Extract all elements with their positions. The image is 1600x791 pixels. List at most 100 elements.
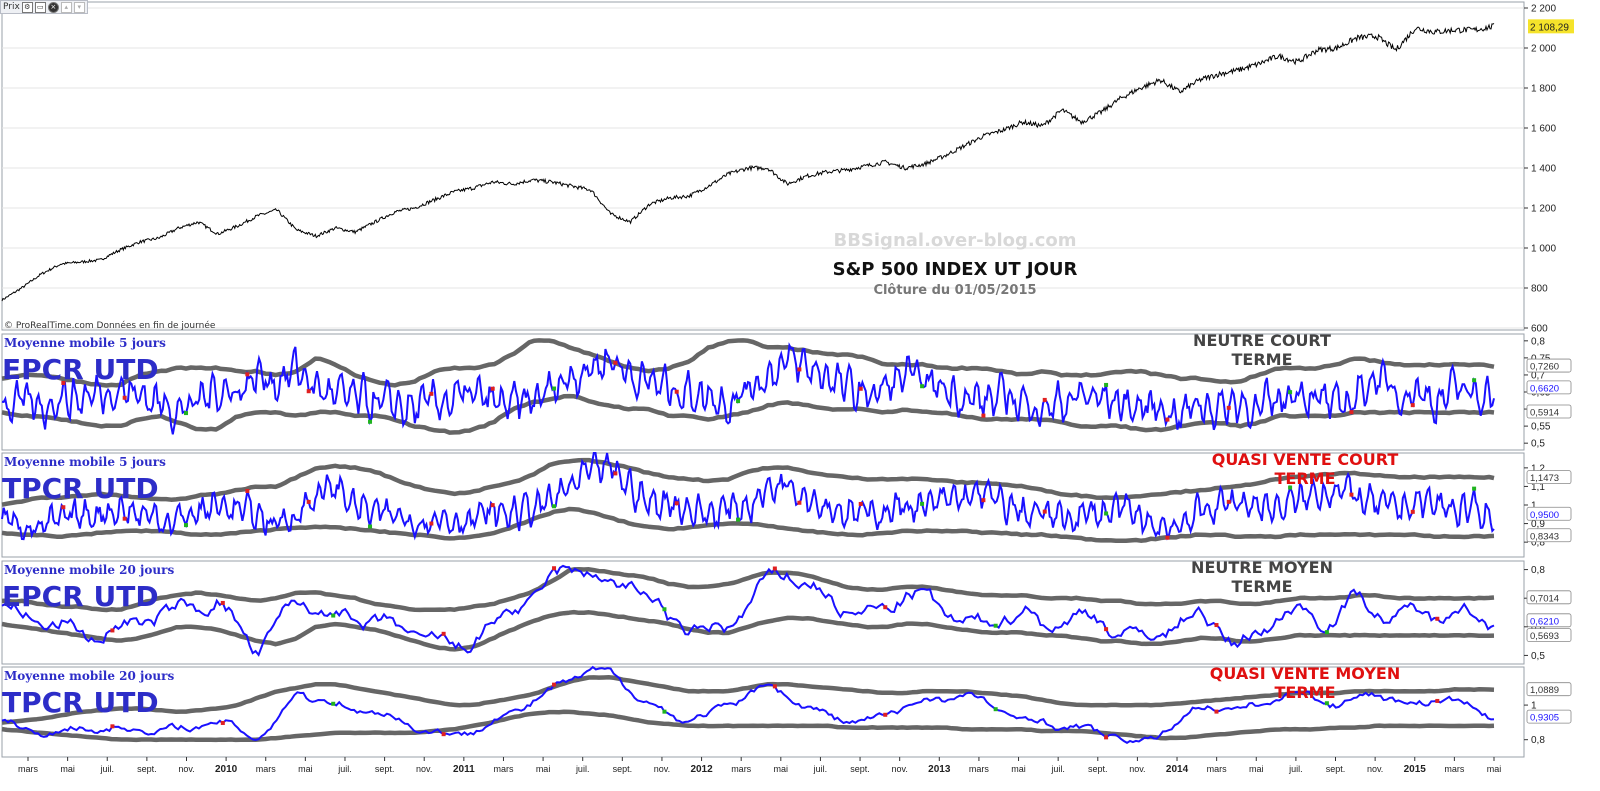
sell-signal-marker — [429, 391, 434, 396]
sell-signal-marker — [110, 724, 115, 729]
expand-icon[interactable]: ▾ — [73, 1, 85, 13]
buy-signal-marker — [331, 613, 336, 618]
value-badge-frame — [1526, 404, 1572, 419]
last-value-badge-bg — [1528, 19, 1574, 34]
sell-signal-marker — [552, 682, 557, 687]
y-tick-label: 2 000 — [1531, 44, 1556, 55]
panel-status-line1: NEUTRE COURT — [1193, 331, 1331, 350]
panel-status-line1: QUASI VENTE MOYEN — [1210, 664, 1401, 683]
buy-signal-marker — [993, 623, 998, 628]
value-badge-frame — [1526, 358, 1572, 373]
y-tick-label: 1 000 — [1531, 244, 1556, 255]
sell-signal-marker — [797, 500, 802, 505]
price-series-line — [1, 22, 1495, 302]
sell-signal-marker — [429, 521, 434, 526]
sell-signal-marker — [490, 503, 495, 508]
x-tick-label: juil. — [337, 764, 352, 774]
y-tick-label: 1 — [1531, 501, 1537, 512]
close-icon[interactable]: × — [47, 1, 59, 13]
chart-subtitle: Clôture du 01/05/2015 — [873, 283, 1036, 298]
y-tick-label: 0,8 — [1531, 538, 1545, 549]
sell-signal-marker — [674, 389, 679, 394]
sell-signal-marker — [1435, 616, 1440, 621]
sell-signal-marker — [122, 395, 127, 400]
sell-signal-marker — [797, 367, 802, 372]
x-tick-label: juil. — [1050, 764, 1065, 774]
x-tick-label: 2011 — [453, 764, 475, 775]
x-tick-label: 2013 — [928, 764, 951, 775]
x-tick-label: mai — [60, 764, 75, 774]
buy-signal-marker — [1472, 378, 1477, 383]
sell-signal-marker — [772, 566, 777, 571]
buy-signal-marker — [368, 419, 373, 424]
x-tick-label: sept. — [375, 764, 395, 774]
panel-status-line2: TERME — [1274, 469, 1335, 488]
sell-signal-marker — [1226, 405, 1231, 410]
y-tick-label: 0,9 — [1531, 519, 1545, 530]
x-tick-label: juil. — [1288, 764, 1303, 774]
upper-band-line — [1, 338, 1495, 388]
value-badge: 0,6620 — [1530, 383, 1559, 394]
buy-signal-marker — [552, 504, 557, 509]
indicator-line — [1, 342, 1495, 435]
x-tick-label: sept. — [137, 764, 157, 774]
x-tick-label: juil. — [575, 764, 590, 774]
panel-status-line1: QUASI VENTE COURT — [1212, 450, 1399, 469]
x-axis: mars mai juil. sept. nov. 2010 mars mai juil. sep… — [18, 757, 1501, 775]
sell-signal-marker — [1435, 698, 1440, 703]
x-tick-label: mars — [731, 764, 751, 774]
sell-signal-marker — [1104, 627, 1109, 632]
sell-signal-marker — [1410, 509, 1415, 514]
sell-signal-marker — [981, 498, 986, 503]
sell-signal-marker — [883, 712, 888, 717]
lower-band-line — [1, 709, 1495, 743]
buy-signal-marker — [1288, 390, 1293, 395]
sell-signal-marker — [1410, 403, 1415, 408]
panel-status-line2: TERME — [1231, 577, 1292, 596]
value-badge-frame — [1526, 506, 1572, 521]
sell-signal-marker — [441, 631, 446, 636]
window-icon[interactable]: ▭ — [34, 1, 46, 13]
lower-band-line — [1, 609, 1495, 652]
panel-moving-average-label: Moyenne mobile 5 jours — [4, 336, 166, 350]
lower-band-line — [1, 506, 1495, 544]
sell-signal-marker — [1226, 499, 1231, 504]
sell-signal-marker — [981, 413, 986, 418]
panel-2: 1,2 1,1 1 0,9 0,8 1,1473 0,9500 0,8343 Moyenne m… — [1, 450, 1572, 558]
chart-toolbar: Prix ⚙ ▭ × ▴ ▾ — [0, 0, 88, 14]
buy-signal-marker — [1288, 485, 1293, 490]
value-badge: 0,5914 — [1530, 407, 1559, 418]
upper-band-line — [1, 457, 1495, 507]
panel-moving-average-label: Moyenne mobile 20 jours — [4, 669, 174, 683]
buy-signal-marker — [1104, 511, 1109, 516]
y-tick-label: 0,5 — [1531, 651, 1545, 662]
sell-signal-marker — [1165, 417, 1170, 422]
value-badge-frame — [1526, 590, 1572, 605]
y-tick-label: 0,6 — [1531, 622, 1545, 633]
y-tick-label: 1 — [1531, 701, 1537, 712]
value-badge-frame — [1526, 380, 1572, 395]
x-tick-label: mars — [1444, 764, 1464, 774]
wrench-icon[interactable]: ⚙ — [21, 1, 33, 13]
sell-signal-marker — [441, 732, 446, 737]
collapse-icon[interactable]: ▴ — [60, 1, 72, 13]
buy-signal-marker — [736, 517, 741, 522]
y-tick-label: 1 800 — [1531, 84, 1556, 95]
x-tick-label: nov. — [1129, 764, 1145, 774]
sell-signal-marker — [110, 628, 115, 633]
x-tick-label: mars — [18, 764, 38, 774]
y-tick-label: 800 — [1531, 284, 1548, 295]
buy-signal-marker — [1472, 486, 1477, 491]
x-tick-label: sept. — [1088, 764, 1108, 774]
sell-signal-marker — [858, 386, 863, 391]
x-tick-label: mars — [1207, 764, 1227, 774]
x-tick-label: mai — [1249, 764, 1264, 774]
value-badge: 0,6210 — [1530, 616, 1559, 627]
y-tick-label: 0,8 — [1531, 565, 1545, 576]
value-badge: 1,1473 — [1530, 473, 1559, 484]
x-tick-label: nov. — [654, 764, 670, 774]
x-tick-label: 2010 — [215, 764, 238, 775]
x-tick-label: 2012 — [690, 764, 713, 775]
x-tick-label: juil. — [813, 764, 828, 774]
